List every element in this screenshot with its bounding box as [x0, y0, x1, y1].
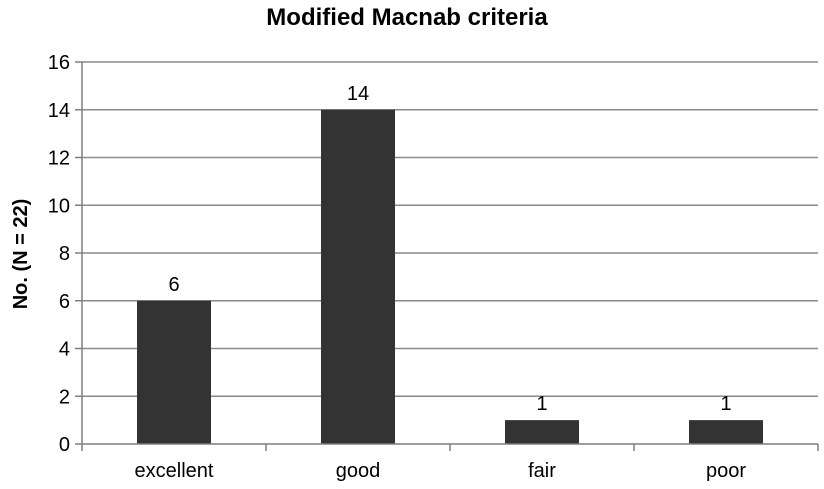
x-tick-label: excellent — [135, 460, 214, 482]
data-labels: 6 14 1 1 — [168, 83, 731, 415]
y-tick-label: 10 — [48, 195, 70, 217]
y-axis-label: No. (N = 22) — [10, 199, 32, 310]
y-tick-label: 14 — [48, 100, 70, 122]
y-tick-label: 12 — [48, 148, 70, 170]
data-label: 6 — [168, 274, 179, 296]
data-label: 14 — [347, 83, 369, 105]
chart-title: Modified Macnab criteria — [266, 4, 548, 31]
y-tick-label: 4 — [59, 339, 70, 361]
x-tick-label: poor — [706, 460, 746, 482]
y-tick-label: 6 — [59, 291, 70, 313]
y-tick-label: 8 — [59, 243, 70, 265]
data-label: 1 — [720, 393, 731, 415]
bar-fair — [505, 420, 579, 444]
bars — [137, 109, 763, 444]
axes — [75, 61, 819, 451]
x-tick-label: good — [336, 460, 381, 482]
data-label: 1 — [536, 393, 547, 415]
x-tick-label: fair — [528, 460, 556, 482]
y-tick-label: 0 — [59, 434, 70, 456]
bar-excellent — [137, 300, 211, 444]
y-tick-label: 2 — [59, 386, 70, 408]
x-category-labels: excellent good fair poor — [135, 460, 747, 482]
bar-good — [321, 109, 395, 444]
bar-poor — [689, 420, 763, 444]
y-tick-labels: 0 2 4 6 8 10 12 14 16 — [48, 52, 70, 456]
y-tick-label: 16 — [48, 52, 70, 74]
